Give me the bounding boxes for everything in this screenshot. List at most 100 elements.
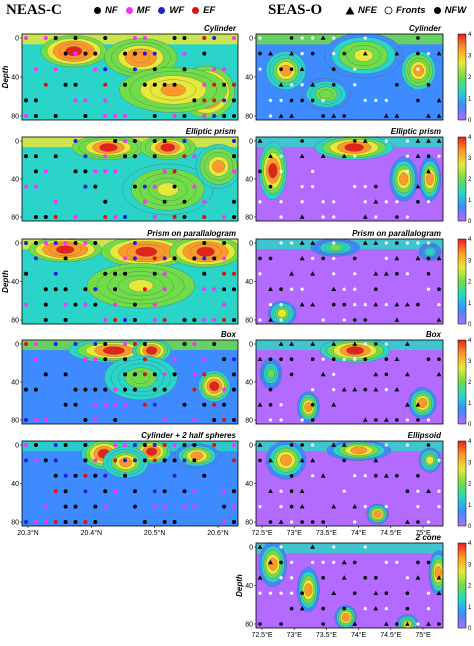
station-marker: [53, 241, 58, 245]
nfw-marker: [268, 387, 273, 392]
front-marker: [332, 560, 336, 565]
front-marker: [289, 287, 294, 291]
front-marker: [279, 545, 283, 549]
station-marker: [162, 520, 167, 524]
station-marker: [73, 139, 78, 143]
nfw-marker: [258, 51, 262, 56]
station-marker: [103, 342, 108, 346]
station-marker: [53, 67, 58, 72]
y-tick-label: 0: [249, 342, 253, 349]
nfw-marker: [374, 184, 378, 189]
station-marker: [73, 215, 78, 219]
nfw-marker: [300, 98, 304, 103]
nfe-marker: [268, 457, 273, 463]
legend-item-mf: MF: [125, 5, 150, 16]
nfe-marker: [415, 153, 421, 158]
nfe-marker: [289, 113, 294, 118]
right-legend: NFE Fronts NFW: [345, 5, 473, 16]
y-tick-label: 0: [249, 139, 253, 146]
filled-circle-icon: [433, 7, 441, 14]
station-marker: [24, 418, 28, 422]
colorbar-tick-label: 0: [468, 118, 472, 124]
nfw-marker: [258, 256, 262, 261]
front-marker: [395, 560, 399, 565]
station-marker: [132, 184, 137, 189]
nfw-marker: [363, 357, 368, 362]
nfw-marker: [374, 287, 378, 292]
nfe-marker: [394, 255, 400, 261]
station-marker: [192, 504, 197, 509]
nfw-marker: [300, 139, 304, 143]
station-marker: [93, 520, 98, 524]
nfw-marker: [384, 372, 389, 377]
front-marker: [279, 318, 283, 322]
station-marker: [83, 287, 88, 292]
contour-level: [280, 454, 292, 466]
station-marker: [43, 372, 48, 377]
station-marker: [202, 473, 207, 478]
station-marker: [142, 357, 147, 362]
contour-level: [145, 447, 158, 456]
nfw-marker: [437, 357, 441, 362]
station-marker: [113, 302, 118, 307]
nfw-marker: [437, 622, 441, 626]
station-marker: [232, 114, 236, 118]
y-tick-label: 80: [245, 520, 253, 527]
front-marker: [268, 114, 273, 118]
front-marker: [279, 576, 283, 580]
nfe-marker: [299, 240, 305, 245]
nfe-marker: [373, 302, 379, 307]
station-marker: [83, 51, 88, 56]
contour-level: [425, 248, 434, 256]
heatmap-field: [22, 137, 238, 221]
station-marker: [123, 372, 128, 377]
station-marker: [103, 357, 108, 362]
station-marker: [232, 139, 236, 143]
station-marker: [123, 443, 128, 447]
contour-level: [65, 46, 83, 57]
station-marker: [142, 458, 147, 463]
station-marker: [53, 473, 58, 478]
station-marker: [63, 402, 68, 407]
front-marker: [332, 387, 336, 392]
nfe-marker: [331, 341, 337, 346]
front-marker: [279, 169, 283, 174]
front-marker: [300, 51, 304, 56]
station-marker: [73, 51, 78, 56]
contour-level: [145, 346, 158, 355]
front-marker: [289, 241, 294, 245]
nfe-marker: [310, 271, 316, 276]
nfe-marker: [373, 606, 379, 611]
station-marker: [192, 387, 197, 392]
nfw-marker: [416, 474, 420, 478]
station-marker: [43, 520, 48, 524]
nfe-marker: [383, 417, 389, 422]
nfe-marker: [436, 590, 442, 595]
station-marker: [132, 504, 137, 509]
station-marker: [162, 199, 167, 204]
front-marker: [310, 169, 315, 174]
nfw-marker: [352, 139, 357, 143]
contour-level: [268, 163, 278, 179]
station-marker: [212, 342, 217, 346]
front-marker: [416, 489, 420, 493]
contour-level: [319, 89, 333, 100]
station-marker: [123, 139, 128, 143]
station-marker: [103, 199, 108, 204]
station-marker: [103, 98, 108, 103]
front-marker: [332, 200, 336, 204]
nfw-marker: [289, 474, 294, 478]
station-marker: [222, 271, 227, 276]
nfe-marker: [426, 113, 431, 118]
colorbar: [457, 542, 467, 629]
station-marker: [63, 318, 68, 322]
y-tick-label: 80: [245, 622, 253, 629]
nfe-marker: [362, 214, 368, 219]
station-marker: [212, 402, 217, 407]
station-marker: [93, 287, 98, 292]
nfe-marker: [341, 387, 347, 392]
contour-level: [135, 246, 157, 257]
nfe-marker: [268, 286, 273, 291]
nfe-marker: [373, 240, 379, 245]
